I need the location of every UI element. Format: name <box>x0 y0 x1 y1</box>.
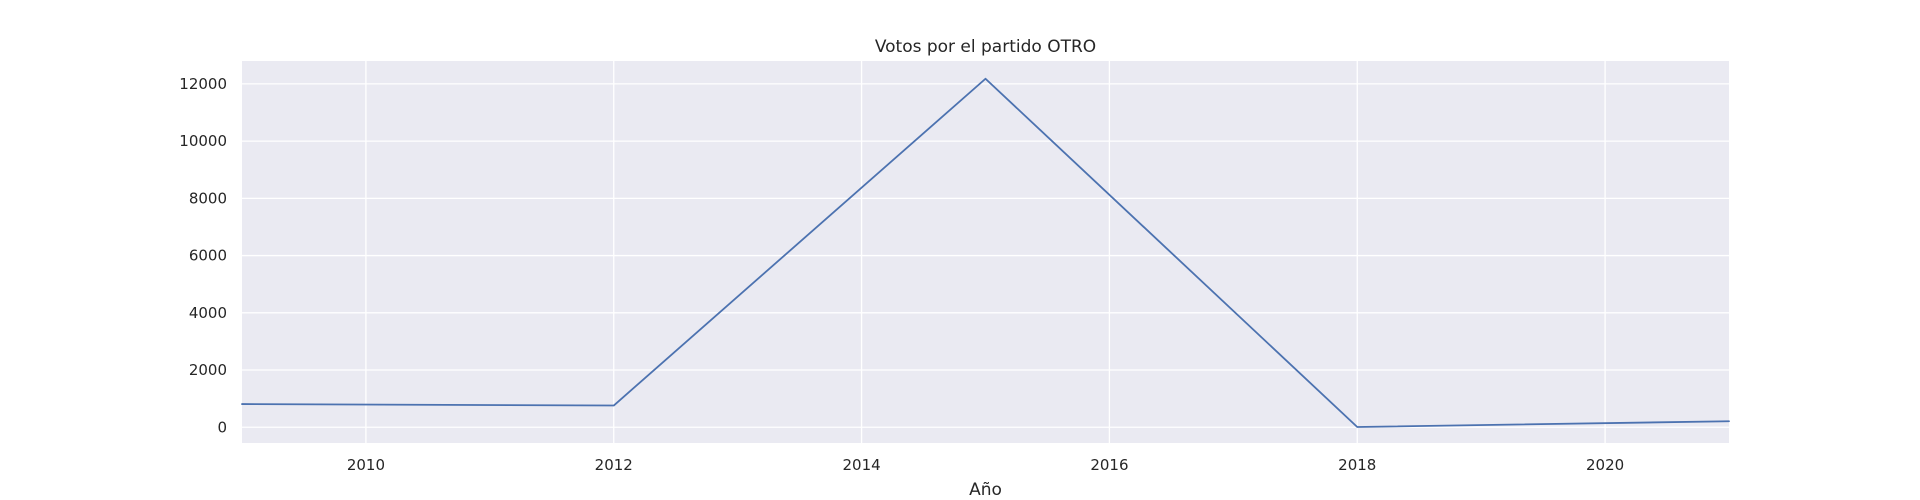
y-tick-label-0: 0 <box>217 418 227 436</box>
series-line-0 <box>241 77 1730 428</box>
x-tick-label-0: 2010 <box>347 456 385 474</box>
y-tick-label-1: 2000 <box>189 361 227 379</box>
y-tick-label-3: 6000 <box>189 247 227 265</box>
x-tick-label-1: 2012 <box>595 456 633 474</box>
grid-lines <box>242 61 1729 443</box>
x-tick-label-4: 2018 <box>1338 456 1376 474</box>
y-tick-label-2: 4000 <box>189 304 227 322</box>
x-axis-ticks: 2010 2012 2014 2016 2018 2020 <box>347 456 1624 474</box>
x-tick-label-3: 2016 <box>1090 456 1128 474</box>
series-layer <box>241 77 1730 428</box>
x-tick-label-5: 2020 <box>1586 456 1624 474</box>
y-tick-label-4: 8000 <box>189 189 227 207</box>
y-axis-ticks: 0 2000 4000 6000 8000 10000 12000 <box>179 75 227 436</box>
y-tick-label-6: 12000 <box>179 75 227 93</box>
x-tick-label-2: 2014 <box>842 456 880 474</box>
chart-title: Votos por el partido OTRO <box>875 37 1096 57</box>
y-tick-label-5: 10000 <box>179 132 227 150</box>
x-axis-label: Año <box>969 480 1002 500</box>
plot-area <box>242 61 1729 443</box>
